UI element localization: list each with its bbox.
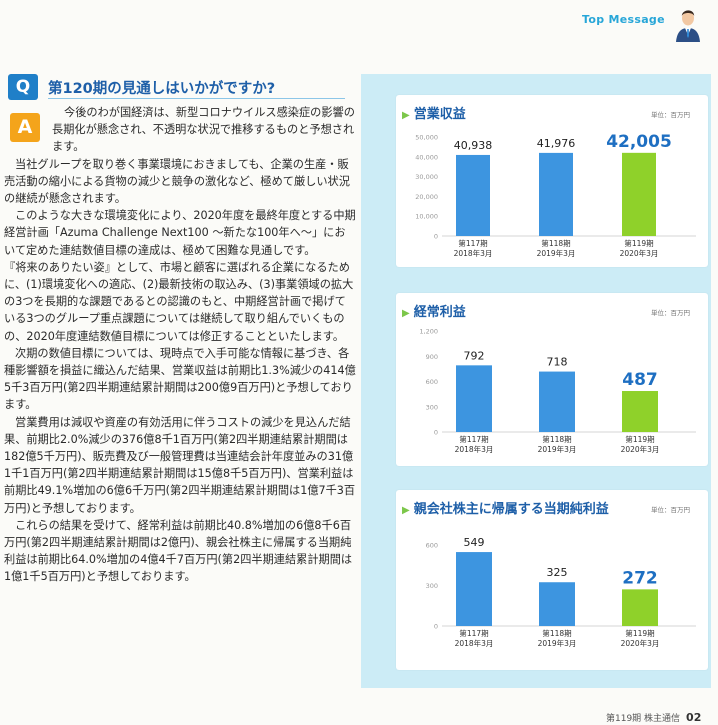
bar [622, 589, 658, 626]
y-tick-label: 0 [434, 429, 438, 437]
chart-unit: 単位：百万円 [651, 111, 690, 119]
question-title: 第120期の見通しはいかがですか? [48, 81, 276, 97]
q-badge: Q [8, 74, 38, 100]
net-income-card: ▶ 親会社株主に帰属する当期純利益 単位：百万円 0 300 600 549 第117期 2… [396, 490, 708, 670]
x-tick-label: 第119期 [625, 434, 654, 444]
answer-paragraph: 今後のわが国経済は、新型コロナウイルス感染症の影響の長期化が懸念され、不透明な状… [52, 106, 355, 154]
chart-title: ▶ 経常利益 [402, 301, 466, 320]
x-tick-label: 第117期 [459, 434, 488, 444]
x-tick-label: 2020年3月 [620, 248, 659, 258]
chart-unit: 単位：百万円 [651, 309, 690, 317]
data-label: 487 [622, 370, 658, 390]
x-tick-label: 2020年3月 [621, 638, 660, 648]
footer-issue: 第119期 株主通信 [606, 714, 681, 724]
y-tick-label: 300 [426, 403, 438, 411]
executive-portrait-icon [672, 2, 704, 42]
ordinary-income-card: ▶ 経常利益 単位：百万円 0 300 600 900 1,200 792 第117期 2018… [396, 293, 708, 466]
data-label: 718 [547, 356, 568, 369]
operating-revenue-chart: 0 10,000 20,000 30,000 40,000 50,000 40,938 第11… [415, 132, 696, 258]
x-tick-label: 第118期 [541, 238, 570, 248]
triangle-bullet-icon: ▶ [402, 110, 410, 121]
answer-paragraph: これらの結果を受けて、経常利益は前期比40.8%増加の6億8千6百万円(第2四半… [4, 518, 353, 584]
chart-title: ▶ 営業収益 [402, 103, 466, 122]
y-tick-label: 30,000 [415, 173, 438, 181]
x-tick-label: 2018年3月 [455, 638, 494, 648]
y-tick-label: 1,200 [419, 328, 438, 336]
x-tick-label: 第119期 [624, 238, 653, 248]
x-tick-label: 第118期 [542, 434, 571, 444]
chart-title: ▶ 親会社株主に帰属する当期純利益 [402, 498, 609, 517]
data-label: 42,005 [606, 132, 672, 152]
data-label: 325 [547, 566, 568, 579]
bar [539, 582, 575, 626]
bar [456, 552, 492, 626]
chart-title-text: 経常利益 [413, 305, 466, 320]
ordinary-income-chart: 03006009001,200792第117期2018年3月718第118期20… [419, 328, 696, 454]
data-label: 41,976 [537, 137, 576, 150]
answer-paragraph: このような大きな環境変化により、2020年度を最終年度とする中期経営計画「Azu… [4, 209, 356, 257]
x-tick-label: 第119期 [625, 628, 654, 638]
y-tick-label: 600 [426, 378, 438, 386]
data-label: 40,938 [454, 139, 493, 152]
bar [539, 152, 573, 236]
y-tick-label: 0 [434, 623, 438, 631]
chart-title-text: 営業収益 [413, 107, 466, 122]
y-tick-label: 20,000 [415, 193, 438, 201]
x-tick-label: 第117期 [459, 628, 488, 638]
bar [622, 391, 658, 432]
bar [456, 154, 490, 236]
y-tick-label: 10,000 [415, 213, 438, 221]
x-tick-label: 2018年3月 [454, 248, 493, 258]
y-tick-label: 40,000 [415, 153, 438, 161]
question-heading: Q 第120期の見通しはいかがですか? [8, 74, 345, 100]
section-label: Top Message [582, 13, 665, 26]
answer-paragraph: 次期の数値目標については、現時点で入手可能な情報に基づき、各種影響額を損益に織込… [4, 346, 356, 412]
y-tick-label: 600 [426, 542, 438, 550]
x-tick-label: 2019年3月 [538, 638, 577, 648]
x-tick-label: 2019年3月 [538, 444, 577, 454]
answer-paragraph: 営業費用は減収や資産の有効活用に伴うコストの減少を見込んだ結果、前期比2.0%減… [4, 415, 356, 515]
a-badge: A [10, 113, 40, 142]
bar [539, 371, 575, 432]
answer-body: 今後のわが国経済は、新型コロナウイルス感染症の影響の長期化が懸念され、不透明な状… [4, 104, 356, 586]
page-footer: 第119期 株主通信 02 [606, 711, 701, 724]
x-tick-label: 第118期 [542, 628, 571, 638]
chart-unit: 単位：百万円 [651, 506, 690, 514]
y-tick-label: 50,000 [415, 134, 438, 142]
x-tick-label: 2019年3月 [537, 248, 576, 258]
data-label: 272 [622, 568, 658, 588]
x-tick-label: 第117期 [458, 238, 487, 248]
divider [48, 98, 345, 99]
y-tick-label: 300 [426, 582, 438, 590]
data-label: 792 [464, 349, 485, 362]
answer-paragraph: 『将来のありたい姿』として、市場と顧客に選ばれる企業になるために、(1)環境変化… [4, 260, 354, 343]
triangle-bullet-icon: ▶ [402, 505, 410, 516]
x-tick-label: 2020年3月 [621, 444, 660, 454]
bar [622, 152, 656, 236]
y-tick-label: 0 [434, 233, 438, 241]
operating-revenue-card: ▶ 営業収益 単位：百万円 0 10,000 20,000 30,000 40,000 50… [396, 95, 708, 267]
page-number: 02 [686, 711, 702, 724]
x-tick-label: 2018年3月 [455, 444, 494, 454]
data-label: 549 [464, 536, 485, 549]
bar [456, 365, 492, 432]
answer-paragraph: 当社グループを取り巻く事業環境におきましても、企業の生産・販売活動の縮小による貨… [4, 157, 350, 206]
chart-title-text: 親会社株主に帰属する当期純利益 [413, 502, 609, 517]
y-tick-label: 900 [426, 353, 438, 361]
triangle-bullet-icon: ▶ [402, 308, 410, 319]
